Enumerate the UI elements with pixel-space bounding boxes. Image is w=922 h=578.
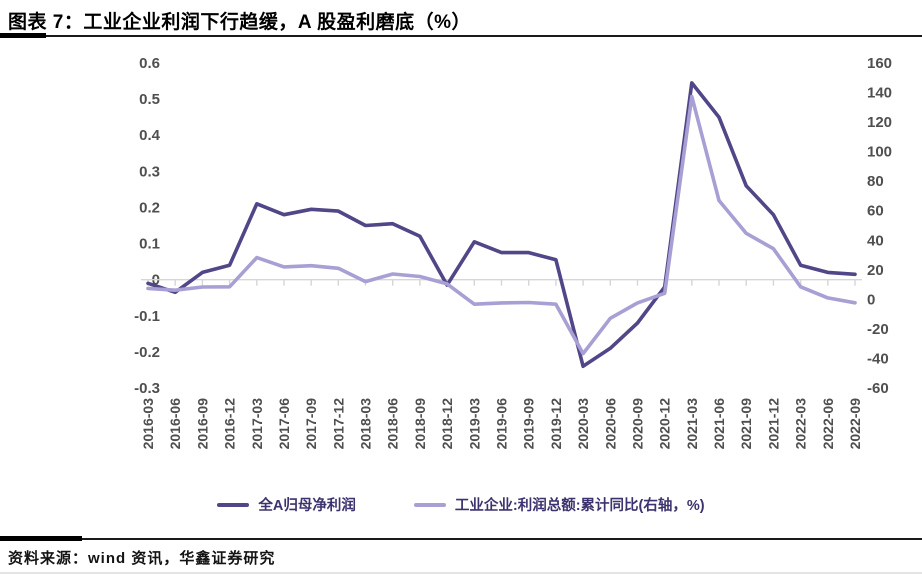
x-axis-label: 2020-12 [657,398,673,450]
x-axis-label: 2017-06 [276,398,292,450]
x-axis-label: 2020-09 [630,398,646,450]
x-axis-label: 2018-06 [385,398,401,450]
left-axis-tick-label: -0.3 [134,380,160,397]
x-axis-label: 2021-09 [738,398,754,450]
source-divider-accent [0,536,82,541]
right-axis-tick-label: 160 [867,55,892,72]
right-axis-tick-label: 80 [867,173,884,190]
legend-label: 全A归母净利润 [258,498,356,514]
right-axis-tick-label: -60 [867,380,889,397]
figure-title: 图表 7：工业企业利润下行趋缓，A 股盈利磨底（%） [8,12,472,33]
x-axis-label: 2016-12 [222,398,238,450]
x-axis-label: 2019-12 [548,398,564,450]
x-axis-label: 2022-09 [847,398,863,450]
right-axis-tick-label: 140 [867,85,892,102]
x-axis-label: 2017-09 [303,398,319,450]
title-divider-accent [0,33,46,38]
left-axis-tick-label: 0.2 [139,199,160,216]
x-axis-label: 2018-09 [412,398,428,450]
left-axis-tick-label: 0.4 [139,127,161,144]
left-axis-tick-label: 0.1 [139,236,160,253]
right-axis-tick-label: 20 [867,262,884,279]
x-axis-label: 2019-06 [494,398,510,450]
left-axis-tick-label: 0.5 [139,91,160,108]
legend-line-swatch-light [413,502,446,507]
series-line-industrial-profit [146,94,857,356]
legend-item-all-a-net-profit: 全A归母净利润 [217,494,356,515]
right-axis-tick-label: 0 [867,291,875,308]
legend-item-industrial-profit: 工业企业:利润总额:累计同比(右轴，%) [413,494,705,515]
left-axis-tick-label: 0.3 [139,163,160,180]
data-source-note: 资料来源：wind 资讯，华鑫证券研究 [8,550,276,567]
x-axis-label: 2021-06 [711,398,727,450]
left-axis-tick-label: -0.1 [134,308,160,325]
right-axis-tick-label: 120 [867,114,892,131]
right-axis-tick-label: 100 [867,144,892,161]
series-line-all-a-net-profit [146,81,857,369]
x-axis-label: 2019-09 [521,398,537,450]
left-axis-tick-label: 0.6 [139,55,160,72]
x-axis-label: 2020-06 [602,398,618,450]
footer-rule [0,572,922,574]
legend-label: 工业企业:利润总额:累计同比(右轴，%) [454,498,705,514]
x-axis-label: 2016-06 [167,398,183,450]
x-axis-label: 2018-03 [358,398,374,450]
right-axis-tick-label: -20 [867,321,889,338]
x-axis-label: 2019-03 [466,398,482,450]
legend-line-swatch-dark [217,502,250,507]
right-axis-tick-label: -40 [867,351,889,368]
x-axis-label: 2017-03 [249,398,265,450]
x-axis-label: 2018-12 [439,398,455,450]
x-axis-label: 2017-12 [330,398,346,450]
chart-legend: 全A归母净利润 工业企业:利润总额:累计同比(右轴，%) [0,494,922,515]
x-axis-label: 2016-09 [194,398,210,450]
x-axis-label: 2021-12 [765,398,781,450]
left-axis-tick-label: -0.2 [134,344,160,361]
source-divider-line [0,538,922,540]
x-axis-label: 2016-03 [140,398,156,450]
x-axis-label: 2020-03 [575,398,591,450]
title-divider-line [0,35,922,37]
x-axis-label: 2021-03 [684,398,700,450]
x-axis-label: 2022-03 [793,398,809,450]
right-axis-tick-label: 60 [867,203,884,220]
right-axis-tick-label: 40 [867,232,884,249]
x-axis-label: 2022-06 [820,398,836,450]
